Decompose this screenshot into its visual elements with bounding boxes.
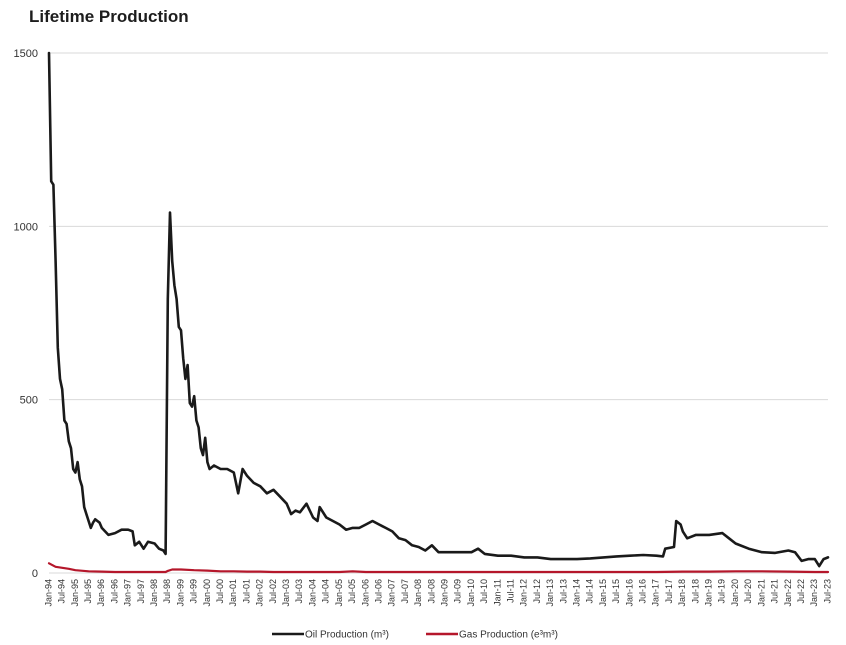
x-tick-label: Jan-09	[439, 579, 449, 607]
y-tick-label: 500	[20, 395, 38, 407]
x-tick-label: Jan-11	[492, 579, 502, 606]
x-tick-label: Jan-22	[783, 579, 793, 607]
x-tick-label: Jan-10	[466, 579, 476, 607]
y-tick-label: 0	[32, 568, 38, 580]
x-tick-label: Jul-06	[373, 579, 383, 604]
x-tick-label: Jul-94	[57, 579, 67, 604]
y-axis: 0 500 1000 1500	[14, 48, 38, 580]
x-tick-label: Jan-23	[809, 579, 819, 607]
x-tick-label: Jul-09	[453, 579, 463, 604]
x-tick-label: Jul-16	[638, 579, 648, 604]
x-tick-label: Jul-20	[743, 579, 753, 604]
x-tick-label: Jul-00	[215, 579, 225, 604]
x-tick-label: Jul-98	[162, 579, 172, 604]
x-tick-label: Jul-21	[770, 579, 780, 604]
x-tick-label: Jan-19	[704, 579, 714, 607]
x-tick-label: Jan-99	[175, 579, 185, 607]
x-tick-label: Jan-04	[307, 579, 317, 607]
x-tick-label: Jul-11	[505, 579, 515, 603]
x-tick-label: Jan-12	[519, 579, 529, 607]
x-tick-label: Jan-21	[756, 579, 766, 607]
x-tick-label: Jul-10	[479, 579, 489, 604]
x-tick-label: Jul-99	[189, 579, 199, 604]
x-tick-label: Jan-97	[123, 579, 133, 607]
x-tick-label: Jan-18	[677, 579, 687, 607]
x-tick-label: Jul-08	[426, 579, 436, 604]
x-tick-label: Jan-15	[598, 579, 608, 607]
x-tick-label: Jan-98	[149, 579, 159, 607]
x-tick-label: Jan-02	[255, 579, 265, 607]
x-tick-label: Jan-96	[96, 579, 106, 607]
x-axis: Jan-94 Jul-94 Jan-95 Jul-95 Jan-96 Jul-96 Jan-…	[43, 579, 832, 607]
x-tick-label: Jan-94	[43, 579, 53, 607]
x-tick-label: Jan-20	[730, 579, 740, 607]
x-tick-label: Jul-03	[294, 579, 304, 604]
x-tick-label: Jul-01	[241, 579, 251, 604]
chart-title: Lifetime Production	[29, 7, 189, 26]
x-tick-label: Jul-14	[585, 579, 595, 604]
y-tick-label: 1500	[14, 48, 38, 60]
x-tick-label: Jul-95	[83, 579, 93, 604]
x-tick-label: Jul-19	[717, 579, 727, 604]
x-tick-label: Jul-18	[690, 579, 700, 604]
x-tick-label: Jul-07	[400, 579, 410, 604]
series-layer	[47, 51, 830, 574]
x-tick-label: Jul-97	[136, 579, 146, 604]
x-tick-label: Jan-17	[651, 579, 661, 607]
x-tick-label: Jan-16	[624, 579, 634, 607]
x-tick-label: Jul-15	[611, 579, 621, 604]
x-tick-label: Jan-95	[70, 579, 80, 607]
x-tick-label: Jul-12	[532, 579, 542, 604]
legend: Oil Production (m³) Gas Production (e³m³)	[272, 630, 558, 641]
gas-production-line	[47, 562, 830, 574]
x-tick-label: Jul-23	[822, 579, 832, 604]
x-tick-label: Jan-13	[545, 579, 555, 607]
x-tick-label: Jul-02	[268, 579, 278, 604]
legend-gas-label: Gas Production (e³m³)	[459, 630, 558, 641]
x-tick-label: Jan-01	[228, 579, 238, 607]
x-tick-label: Jul-13	[558, 579, 568, 604]
x-tick-label: Jul-04	[321, 579, 331, 604]
x-tick-label: Jan-06	[360, 579, 370, 607]
x-tick-label: Jul-05	[347, 579, 357, 604]
y-tick-label: 1000	[14, 221, 38, 233]
x-tick-label: Jan-14	[572, 579, 582, 607]
x-tick-label: Jan-07	[387, 579, 397, 607]
x-tick-label: Jan-03	[281, 579, 291, 607]
x-tick-label: Jan-05	[334, 579, 344, 607]
x-tick-label: Jul-96	[109, 579, 119, 604]
legend-oil-label: Oil Production (m³)	[305, 630, 389, 641]
x-tick-label: Jul-17	[664, 579, 674, 604]
x-tick-label: Jul-22	[796, 579, 806, 604]
x-tick-label: Jan-08	[413, 579, 423, 607]
x-tick-label: Jan-00	[202, 579, 212, 607]
oil-production-line	[47, 51, 830, 568]
